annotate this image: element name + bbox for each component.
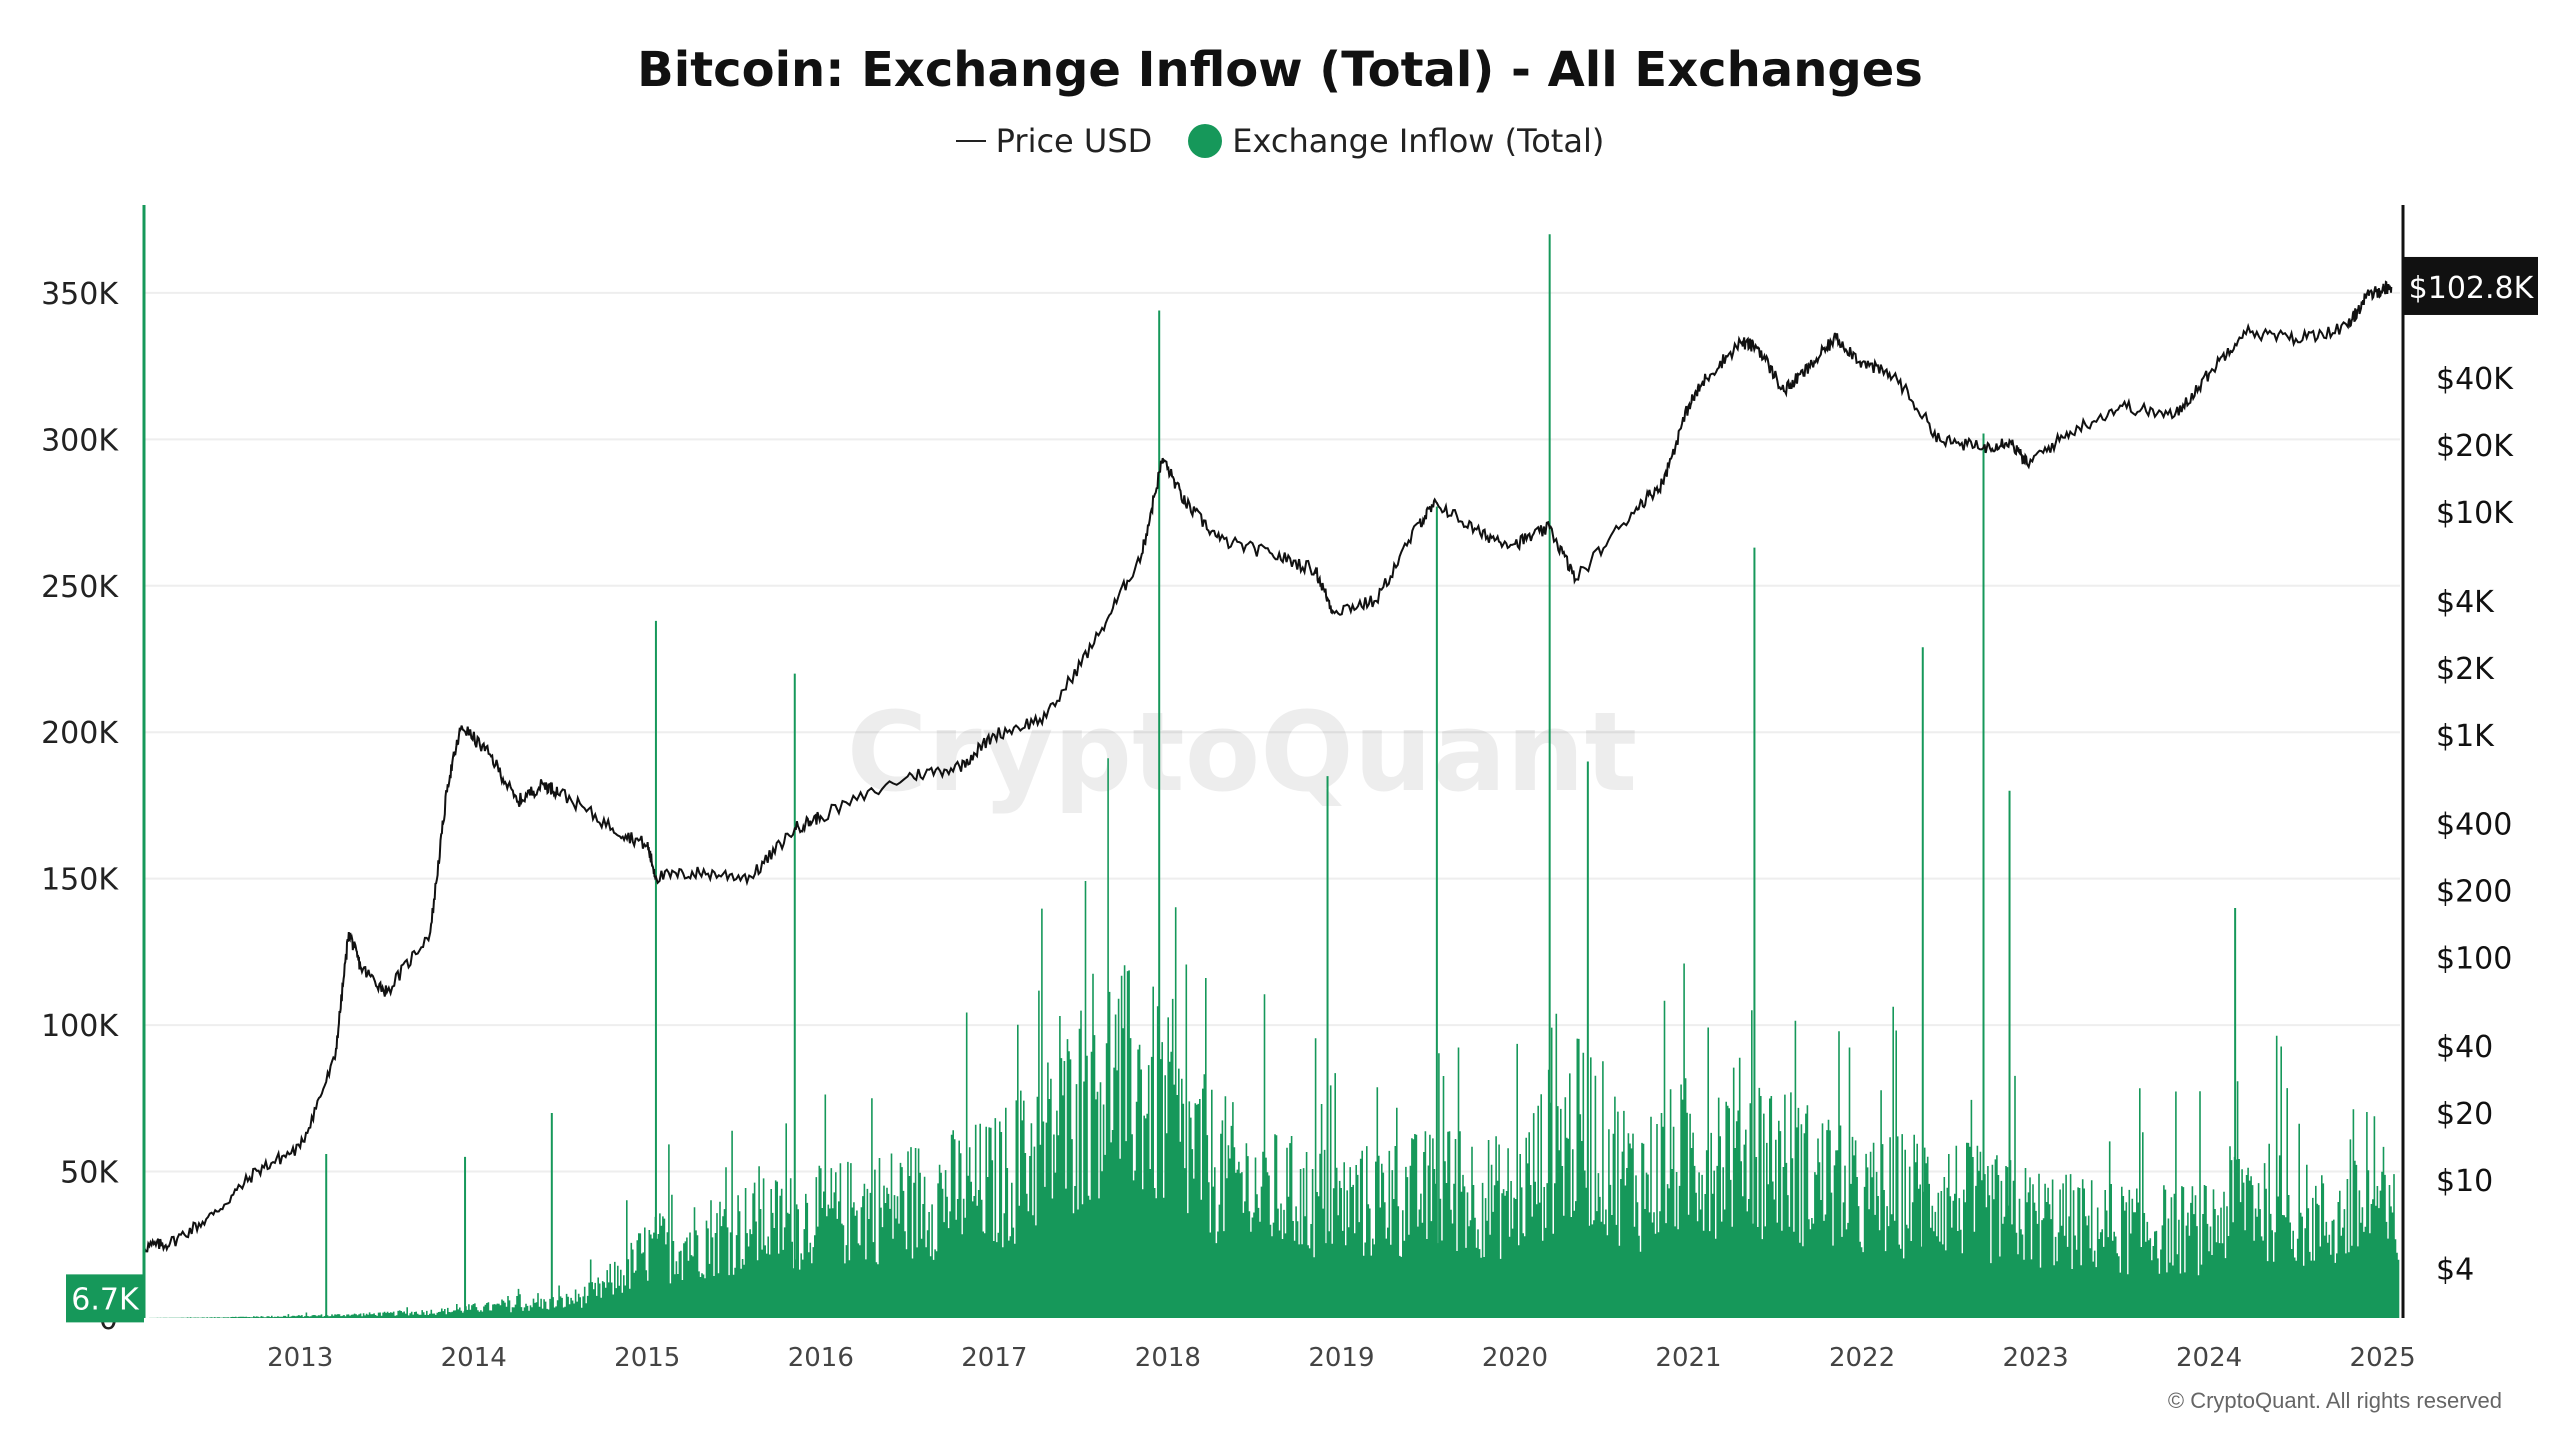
left-axis-tick-label: 250K bbox=[41, 570, 119, 605]
legend-line-icon bbox=[955, 140, 986, 142]
right-axis-tick-label: $40K bbox=[2436, 362, 2514, 397]
left-axis-tick-label: 350K bbox=[41, 277, 119, 312]
left-value-badge-label: 6.7K bbox=[71, 1282, 140, 1317]
legend: Price USD Exchange Inflow (Total) bbox=[0, 122, 2560, 160]
right-value-badge-label: $102.8K bbox=[2409, 271, 2535, 306]
left-axis-tick-label: 100K bbox=[41, 1009, 119, 1044]
legend-label-inflow: Exchange Inflow (Total) bbox=[1232, 122, 1605, 160]
x-axis-tick-label: 2014 bbox=[441, 1343, 507, 1373]
x-axis-tick-label: 2023 bbox=[2002, 1343, 2068, 1373]
right-axis-tick-label: $20K bbox=[2436, 429, 2514, 464]
right-axis-tick-label: $100 bbox=[2436, 941, 2512, 976]
left-axis-tick-label: 200K bbox=[41, 716, 119, 751]
left-axis-tick-label: 300K bbox=[41, 423, 119, 458]
x-axis-tick-label: 2024 bbox=[2176, 1343, 2242, 1373]
right-axis-tick-label: $10 bbox=[2436, 1164, 2493, 1199]
legend-dot-icon bbox=[1188, 124, 1223, 158]
left-value-badge bbox=[66, 1274, 144, 1323]
left-axis-tick-label: 50K bbox=[60, 1156, 119, 1191]
x-axis-tick-label: 2016 bbox=[788, 1343, 854, 1373]
x-axis-tick-label: 2020 bbox=[1482, 1343, 1548, 1373]
x-axis-tick-label: 2019 bbox=[1308, 1343, 1374, 1373]
chart-title: Bitcoin: Exchange Inflow (Total) - All E… bbox=[637, 42, 1923, 98]
right-axis-tick-label: $1K bbox=[2436, 719, 2495, 754]
right-axis-tick-label: $4K bbox=[2436, 585, 2495, 620]
x-axis-tick-label: 2022 bbox=[1829, 1343, 1895, 1373]
right-axis-tick-label: $40 bbox=[2436, 1030, 2493, 1065]
right-axis-tick-label: $2K bbox=[2436, 652, 2495, 687]
inflow-bars bbox=[149, 758, 2400, 1318]
right-axis-tick-label: $400 bbox=[2436, 807, 2512, 842]
x-axis-tick-label: 2025 bbox=[2350, 1343, 2416, 1373]
right-axis-tick-label: $4 bbox=[2436, 1253, 2474, 1288]
right-value-badge bbox=[2404, 256, 2538, 315]
legend-item-price[interactable]: Price USD bbox=[955, 122, 1153, 160]
right-axis-tick-label: $20 bbox=[2436, 1097, 2493, 1132]
x-axis-tick-label: 2021 bbox=[1655, 1343, 1721, 1373]
x-axis-tick-label: 2013 bbox=[267, 1343, 333, 1373]
legend-label-price: Price USD bbox=[995, 122, 1153, 160]
x-axis-tick-label: 2015 bbox=[614, 1343, 680, 1373]
left-axis-tick-label: 150K bbox=[41, 863, 119, 898]
watermark-text: CryptoQuant bbox=[847, 688, 1638, 816]
x-axis-tick-label: 2018 bbox=[1135, 1343, 1201, 1373]
copyright-footer: © CryptoQuant. All rights reserved bbox=[2167, 1388, 2502, 1413]
price-line bbox=[143, 280, 2393, 1253]
right-axis-tick-label: $10K bbox=[2436, 496, 2514, 531]
right-axis-tick-label: $200 bbox=[2436, 874, 2512, 909]
x-axis-tick-label: 2017 bbox=[961, 1343, 1027, 1373]
legend-item-inflow[interactable]: Exchange Inflow (Total) bbox=[1188, 122, 1604, 160]
